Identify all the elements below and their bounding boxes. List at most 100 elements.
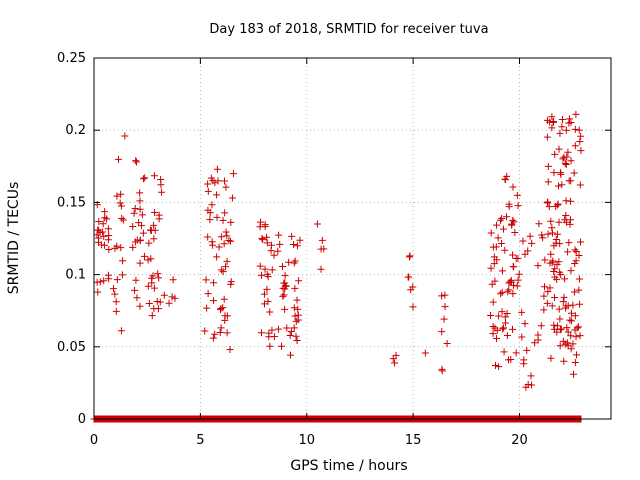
data-point: [577, 132, 585, 140]
data-point: [281, 282, 289, 290]
data-point: [281, 272, 289, 280]
data-point: [556, 169, 564, 177]
data-point: [223, 329, 231, 337]
data-point: [540, 306, 548, 314]
x-tick-label: 20: [511, 433, 528, 448]
data-point: [490, 260, 498, 268]
data-point: [291, 257, 299, 265]
data-point: [204, 206, 212, 214]
data-point: [550, 169, 558, 177]
data-point: [559, 337, 567, 345]
data-point: [564, 148, 572, 156]
data-point: [259, 236, 267, 244]
data-point: [571, 358, 579, 366]
data-point: [548, 224, 556, 232]
data-point: [208, 238, 216, 246]
data-point: [570, 288, 578, 296]
data-point: [215, 243, 223, 251]
data-point: [564, 302, 572, 310]
data-point: [505, 286, 513, 294]
axes: 0 0.05 0.1 0.15 0.2 0.25 0 5 10 15 20: [57, 51, 611, 448]
data-point: [493, 221, 501, 229]
grid-lines: [94, 58, 611, 419]
data-point: [217, 266, 225, 274]
data-point: [577, 238, 585, 246]
data-point: [117, 244, 125, 252]
data-point: [556, 129, 564, 137]
data-point: [103, 215, 111, 223]
data-point: [119, 216, 127, 224]
data-point: [558, 123, 566, 131]
data-point: [117, 202, 125, 210]
data-point: [571, 246, 579, 254]
data-point: [563, 324, 571, 332]
data-point: [564, 248, 572, 256]
data-point: [104, 236, 112, 244]
data-point: [291, 312, 299, 320]
data-point: [138, 211, 146, 219]
data-point: [220, 240, 228, 248]
data-point: [290, 304, 298, 312]
data-point: [258, 271, 266, 279]
data-point: [576, 138, 584, 146]
data-point: [133, 236, 141, 244]
data-point: [257, 218, 265, 226]
data-point: [544, 288, 552, 296]
data-point: [135, 219, 143, 227]
data-point: [221, 177, 229, 185]
data-point: [560, 293, 568, 301]
data-point: [148, 312, 156, 320]
data-point: [544, 198, 552, 206]
x-tick-label: 15: [405, 433, 422, 448]
data-point: [567, 345, 575, 353]
data-point: [147, 226, 155, 234]
data-point: [544, 230, 552, 238]
data-point: [290, 324, 298, 332]
data-point: [118, 271, 126, 279]
data-point: [559, 298, 567, 306]
data-point: [150, 221, 158, 229]
data-point: [136, 189, 144, 197]
data-point: [509, 216, 517, 224]
data-point: [509, 183, 517, 191]
data-point: [498, 267, 506, 275]
data-point: [211, 330, 219, 338]
data-point: [112, 307, 120, 315]
data-point: [223, 257, 231, 265]
data-point: [500, 348, 508, 356]
data-point: [567, 119, 575, 127]
data-point: [545, 203, 553, 211]
data-point: [507, 356, 515, 364]
data-point: [561, 275, 569, 283]
data-point: [225, 237, 233, 245]
data-point: [548, 302, 556, 310]
data-point: [274, 325, 282, 333]
data-point: [576, 332, 584, 340]
data-point: [270, 251, 278, 259]
data-point: [441, 291, 449, 299]
data-point: [406, 252, 414, 260]
data-point: [440, 315, 448, 323]
data-point: [261, 223, 269, 231]
data-point: [221, 312, 229, 320]
data-point: [576, 300, 584, 308]
data-point: [213, 165, 221, 173]
data-point: [541, 256, 549, 264]
data-point: [487, 229, 495, 237]
data-point: [550, 321, 558, 329]
data-point: [491, 277, 499, 285]
data-point: [487, 264, 495, 272]
data-point: [101, 208, 109, 216]
data-point: [275, 231, 283, 239]
data-point: [559, 155, 567, 163]
data-point: [501, 176, 509, 184]
data-point: [506, 278, 514, 286]
data-point: [441, 303, 449, 311]
data-point: [571, 125, 579, 133]
data-point: [258, 234, 266, 242]
data-point: [409, 303, 417, 311]
data-point: [294, 316, 302, 324]
data-points: [90, 110, 585, 423]
data-point: [217, 324, 225, 332]
